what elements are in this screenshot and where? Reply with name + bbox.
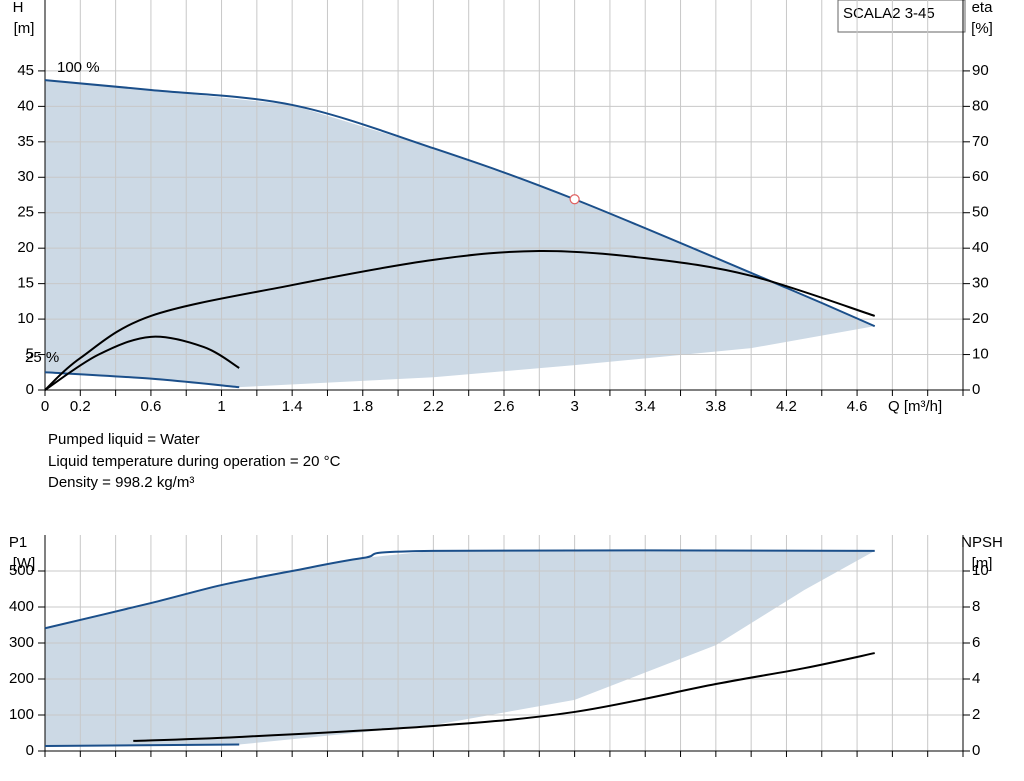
product-box [837, 0, 966, 33]
y2-tick-label: 0 [972, 381, 980, 398]
y2-tick-label: 10 [972, 562, 989, 579]
y2-axis-label: eta [972, 0, 994, 16]
y-tick-label: 400 [9, 598, 34, 615]
y2-axis-unit: [m] [972, 555, 993, 572]
x-tick-label: 4.2 [776, 398, 797, 415]
x-tick-label: 2.6 [494, 398, 515, 415]
y-tick-label: 0 [26, 381, 34, 398]
y2-tick-label: 8 [972, 598, 980, 615]
x-tick-label: 3.4 [635, 398, 656, 415]
y2-tick-label: 90 [972, 62, 989, 79]
curve-label: 25 % [25, 349, 59, 366]
y-tick-label: 300 [9, 634, 34, 651]
y2-axis-label: NPSH [961, 534, 1003, 551]
y2-tick-label: 60 [972, 168, 989, 185]
x-tick-label: 3.8 [705, 398, 726, 415]
curve [133, 652, 875, 742]
y2-tick-label: 4 [972, 670, 980, 687]
curve [44, 335, 240, 391]
note: Pumped liquid = Water [48, 431, 200, 448]
y-tick-label: 35 [17, 133, 34, 150]
y2-tick-label: 20 [972, 310, 989, 327]
y-tick-label: 5 [26, 346, 34, 363]
x-tick-label: 0.6 [140, 398, 161, 415]
y2-tick-label: 40 [972, 239, 989, 256]
y-tick-label: 0 [26, 742, 34, 759]
x-tick-label: 4.6 [847, 398, 868, 415]
x-axis-label: Q [m³/h] [888, 398, 942, 415]
x-tick-label: 1.4 [282, 398, 303, 415]
y-tick-label: 25 [17, 204, 34, 221]
x-tick-label: 0.2 [70, 398, 91, 415]
y-axis-label: P1 [9, 534, 27, 551]
operating-point [569, 194, 580, 205]
y-axis-unit: [m] [14, 20, 35, 37]
y2-axis-unit: [%] [971, 20, 993, 37]
curve-label: 100 % [57, 59, 100, 76]
y-tick-label: 100 [9, 706, 34, 723]
note: Liquid temperature during operation = 20… [48, 453, 341, 470]
y-axis-unit: [W] [13, 555, 36, 572]
operating-area [45, 80, 875, 388]
x-tick-label: 3 [570, 398, 578, 415]
curve [44, 549, 875, 630]
y-axis-label: H [13, 0, 24, 16]
curve [44, 743, 240, 747]
x-tick-label: 1.8 [352, 398, 373, 415]
y2-tick-label: 0 [972, 742, 980, 759]
y2-tick-label: 80 [972, 97, 989, 114]
x-tick-label: 2.2 [423, 398, 444, 415]
note: Density = 998.2 kg/m³ [48, 474, 194, 491]
curve [44, 250, 876, 391]
y-tick-label: 20 [17, 239, 34, 256]
y2-tick-label: 6 [972, 634, 980, 651]
y-tick-label: 200 [9, 670, 34, 687]
y2-tick-label: 70 [972, 133, 989, 150]
y-tick-label: 10 [17, 310, 34, 327]
y2-tick-label: 30 [972, 275, 989, 292]
y2-tick-label: 50 [972, 204, 989, 221]
x-tick-label: 1 [217, 398, 225, 415]
operating-area [45, 550, 875, 746]
x-tick-label: 0 [41, 398, 49, 415]
y-tick-label: 40 [17, 97, 34, 114]
y-tick-label: 30 [17, 168, 34, 185]
y2-tick-label: 2 [972, 706, 980, 723]
product-name: SCALA2 3-45 [843, 5, 935, 22]
y-tick-label: 15 [17, 275, 34, 292]
y2-tick-label: 10 [972, 346, 989, 363]
y-tick-label: 45 [17, 62, 34, 79]
y-tick-label: 500 [9, 562, 34, 579]
